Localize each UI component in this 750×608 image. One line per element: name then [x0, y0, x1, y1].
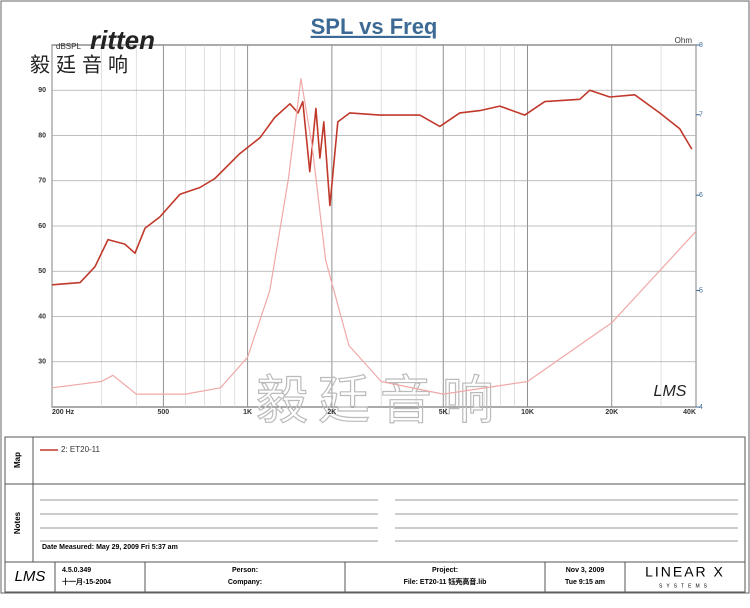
legend-label: 2: ET20-11	[61, 445, 101, 454]
y2-tick-label: 8	[699, 42, 703, 49]
date: Nov 3, 2009	[566, 567, 605, 574]
logo-chinese: 毅廷音响	[30, 53, 134, 76]
y-axis-label: dBSPL	[56, 42, 81, 51]
plot-logo: LMS	[654, 383, 687, 400]
watermark: 毅廷音响	[256, 373, 504, 431]
series-line	[51, 89, 693, 286]
y2-tick-label: 5	[699, 287, 703, 294]
y-tick-label: 80	[38, 132, 46, 139]
x-tick-label: 10K	[521, 409, 534, 416]
file: File: ET20-11 钰壳高音.lib	[404, 577, 487, 586]
brand-sub: SYSTEMS	[659, 583, 711, 589]
y-tick-label: 90	[38, 87, 46, 94]
version: 4.5.0.349	[62, 567, 91, 574]
person: Person:	[232, 567, 258, 574]
x-tick-label: 1K	[243, 409, 252, 416]
notes-panel	[4, 483, 746, 563]
y-tick-label: 50	[38, 268, 46, 275]
footer-dividers	[54, 562, 626, 592]
x-tick-label: 40K	[683, 409, 696, 416]
y-tick-label: 60	[38, 223, 46, 230]
y2-axis-label: Ohm	[675, 36, 693, 45]
brand: LINEAR X	[645, 564, 725, 580]
footer-logo: LMS	[15, 568, 46, 585]
x-tick-label: 2K	[327, 409, 336, 416]
note-lines	[40, 499, 738, 542]
project: Project:	[432, 567, 458, 574]
y2-tick-label: 6	[699, 192, 703, 199]
logo-brand: ritten	[90, 25, 155, 55]
map-panel	[4, 436, 746, 485]
company: Company:	[228, 579, 262, 586]
x-tick-label: 200 Hz	[52, 409, 75, 416]
y-tick-label: 70	[38, 178, 46, 185]
notes-label: Notes	[13, 511, 22, 534]
y-tick-label: 40	[38, 313, 46, 320]
y-tick-label: 30	[38, 359, 46, 366]
x-tick-label: 20K	[605, 409, 618, 416]
footer	[4, 561, 746, 593]
series-line	[51, 78, 697, 395]
x-tick-label: 500	[158, 409, 170, 416]
chart-title: SPL vs Freq	[311, 14, 438, 39]
x-tick-label: 5K	[439, 409, 448, 416]
y2-tick-label: 7	[699, 112, 703, 119]
build-date: 十一月-15-2004	[62, 577, 111, 586]
map-label: Map	[13, 452, 22, 468]
time: Tue 9:15 am	[565, 579, 605, 586]
y2-tick-label: 4	[699, 404, 703, 411]
date-measured: Date Measured: May 29, 2009 Fri 5:37 am	[42, 544, 178, 551]
